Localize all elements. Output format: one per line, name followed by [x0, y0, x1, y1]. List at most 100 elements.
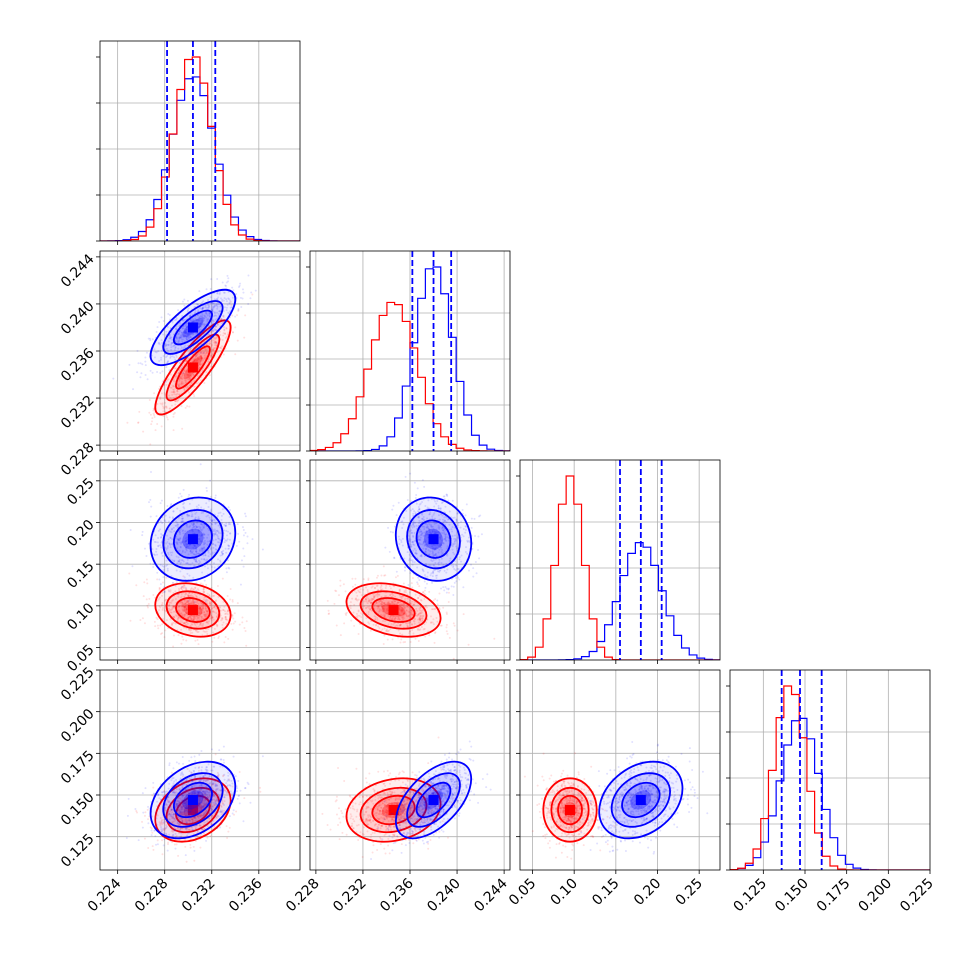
- scatter-point: [230, 300, 233, 303]
- scatter-point: [189, 314, 192, 317]
- scatter-point: [203, 548, 206, 551]
- scatter-point: [112, 377, 115, 380]
- scatter-point: [192, 525, 195, 528]
- scatter-point: [193, 359, 196, 362]
- scatter-point: [195, 582, 198, 585]
- scatter-point: [415, 494, 418, 497]
- scatter-point: [178, 337, 181, 340]
- scatter-point: [192, 346, 195, 349]
- scatter-point: [195, 511, 198, 514]
- scatter-point: [195, 359, 198, 362]
- scatter-point: [161, 603, 164, 606]
- scatter-point: [177, 372, 180, 375]
- scatter-point: [452, 657, 455, 660]
- scatter-point: [173, 411, 176, 414]
- scatter-point: [414, 496, 417, 499]
- scatter-point: [193, 592, 196, 595]
- scatter-point: [195, 303, 198, 306]
- scatter-point: [175, 555, 178, 558]
- scatter-point: [142, 430, 145, 433]
- scatter-point: [153, 392, 156, 395]
- scatter-point: [195, 548, 198, 551]
- scatter-point: [185, 542, 188, 545]
- scatter-point: [211, 330, 214, 333]
- scatter-point: [220, 619, 223, 622]
- scatter-point: [163, 591, 166, 594]
- scatter-point: [169, 590, 172, 593]
- scatter-point: [421, 479, 424, 482]
- scatter-point: [200, 534, 203, 537]
- scatter-point: [165, 405, 168, 408]
- scatter-point: [188, 333, 191, 336]
- scatter-point: [205, 630, 208, 633]
- scatter-point: [171, 598, 174, 601]
- scatter-point: [239, 583, 242, 586]
- scatter-point: [180, 346, 183, 349]
- scatter-point: [169, 543, 172, 546]
- scatter-point: [190, 628, 193, 631]
- scatter-point: [395, 570, 398, 573]
- scatter-point: [182, 638, 185, 641]
- scatter-point: [221, 508, 224, 511]
- scatter-point: [214, 340, 217, 343]
- scatter-point: [196, 375, 199, 378]
- scatter-point: [186, 309, 189, 312]
- scatter-point: [194, 355, 197, 358]
- scatter-point: [218, 310, 221, 313]
- scatter-point: [202, 606, 205, 609]
- scatter-point: [158, 343, 161, 346]
- scatter-point: [197, 626, 200, 629]
- density-peak: [187, 322, 198, 333]
- scatter-point: [168, 601, 171, 604]
- scatter-point: [221, 617, 224, 620]
- scatter-point: [201, 528, 204, 531]
- scatter-point: [212, 595, 215, 598]
- scatter-point: [475, 572, 478, 575]
- scatter-point: [195, 550, 198, 553]
- scatter-point: [227, 280, 230, 283]
- scatter-point: [167, 340, 170, 343]
- scatter-point: [226, 559, 229, 562]
- scatter-point: [152, 409, 155, 412]
- scatter-point: [156, 618, 159, 621]
- scatter-point: [160, 552, 163, 555]
- scatter-point: [191, 601, 194, 604]
- scatter-point: [172, 390, 175, 393]
- scatter-point: [208, 313, 211, 316]
- scatter-point: [172, 385, 175, 388]
- scatter-point: [224, 539, 227, 542]
- scatter-point: [181, 605, 184, 608]
- scatter-point: [184, 613, 187, 616]
- scatter-point: [402, 582, 405, 585]
- y-tick-label: 0.232: [58, 392, 98, 432]
- scatter-point: [178, 559, 181, 562]
- scatter-point: [201, 602, 204, 605]
- scatter-point: [170, 342, 173, 345]
- scatter-point: [197, 630, 200, 633]
- scatter-point: [472, 567, 475, 570]
- scatter-point: [208, 594, 211, 597]
- scatter-point: [190, 618, 193, 621]
- scatter-point: [183, 585, 186, 588]
- scatter-point: [207, 533, 210, 536]
- scatter-point: [179, 336, 182, 339]
- scatter-point: [394, 576, 397, 579]
- scatter-point: [175, 569, 178, 572]
- scatter-point: [149, 562, 152, 565]
- scatter-point: [225, 309, 228, 312]
- scatter-point: [205, 312, 208, 315]
- scatter-point: [154, 350, 157, 353]
- scatter-point: [209, 602, 212, 605]
- scatter-point: [193, 859, 196, 862]
- scatter-point: [173, 349, 176, 352]
- scatter-point: [470, 526, 473, 529]
- scatter-point: [227, 566, 230, 569]
- scatter-point: [172, 397, 175, 400]
- scatter-point: [167, 378, 170, 381]
- scatter-point: [192, 320, 195, 323]
- scatter-point: [436, 603, 439, 606]
- scatter-point: [181, 427, 184, 430]
- scatter-point: [222, 291, 225, 294]
- scatter-point: [445, 626, 448, 629]
- scatter-point: [172, 429, 175, 432]
